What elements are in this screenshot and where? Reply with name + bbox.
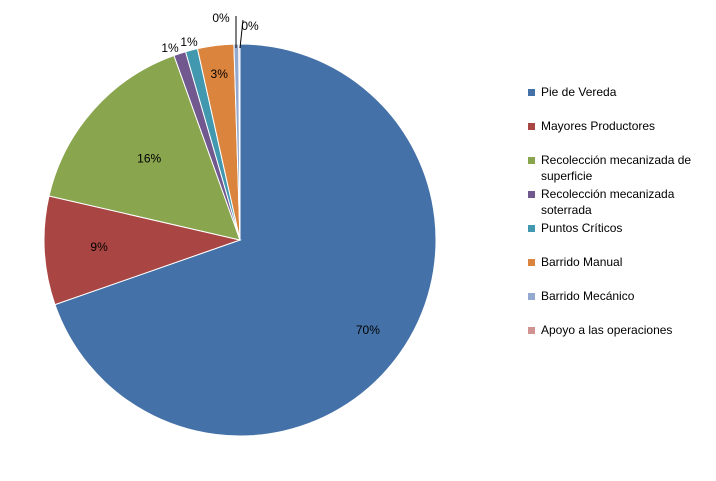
legend-item: Apoyo a las operaciones bbox=[528, 322, 701, 338]
legend-swatch bbox=[528, 89, 535, 96]
legend-label: Pie de Vereda bbox=[541, 85, 617, 99]
slice-data-label-3: 16% bbox=[137, 151, 161, 165]
legend-swatch bbox=[528, 157, 535, 164]
pie-slice-1 bbox=[54, 43, 437, 437]
legend-item: Barrido Manual bbox=[528, 254, 701, 270]
legend-label: Recolección mecanizada de superficie bbox=[541, 153, 692, 183]
slice-data-label-8: 0% bbox=[241, 19, 259, 33]
legend-label: Barrido Mecánico bbox=[541, 289, 635, 303]
legend-label: Apoyo a las operaciones bbox=[541, 323, 673, 337]
slice-data-label-6: 3% bbox=[211, 67, 229, 81]
leader-line-8 bbox=[239, 19, 244, 49]
legend-swatch bbox=[528, 259, 535, 266]
legend-item: Mayores Productores bbox=[528, 118, 701, 134]
legend-item: Recolección mecanizada soterrada bbox=[528, 186, 701, 218]
legend-swatch bbox=[528, 225, 535, 232]
legend-label: Barrido Manual bbox=[541, 255, 623, 269]
legend-label: Puntos Críticos bbox=[541, 221, 623, 235]
legend-item: Pie de Vereda bbox=[528, 84, 701, 100]
legend-swatch bbox=[528, 293, 535, 300]
legend-label: Mayores Productores bbox=[541, 119, 656, 133]
slice-data-label-2: 9% bbox=[90, 240, 108, 254]
legend-swatch bbox=[528, 327, 535, 334]
slice-data-label-4: 1% bbox=[161, 41, 179, 55]
legend-item: Puntos Críticos bbox=[528, 220, 701, 236]
legend-item: Barrido Mecánico bbox=[528, 288, 701, 304]
legend-label: Recolección mecanizada soterrada bbox=[541, 187, 675, 217]
pie-slice-2 bbox=[43, 195, 242, 306]
legend-item: Recolección mecanizada de superficie bbox=[528, 152, 701, 184]
slice-data-label-1: 70% bbox=[356, 323, 380, 337]
slice-data-label-7: 0% bbox=[212, 11, 230, 25]
legend-swatch bbox=[528, 123, 535, 130]
slice-data-label-5: 1% bbox=[180, 35, 198, 49]
pie-slice-3 bbox=[48, 54, 241, 241]
legend-swatch bbox=[528, 191, 535, 198]
